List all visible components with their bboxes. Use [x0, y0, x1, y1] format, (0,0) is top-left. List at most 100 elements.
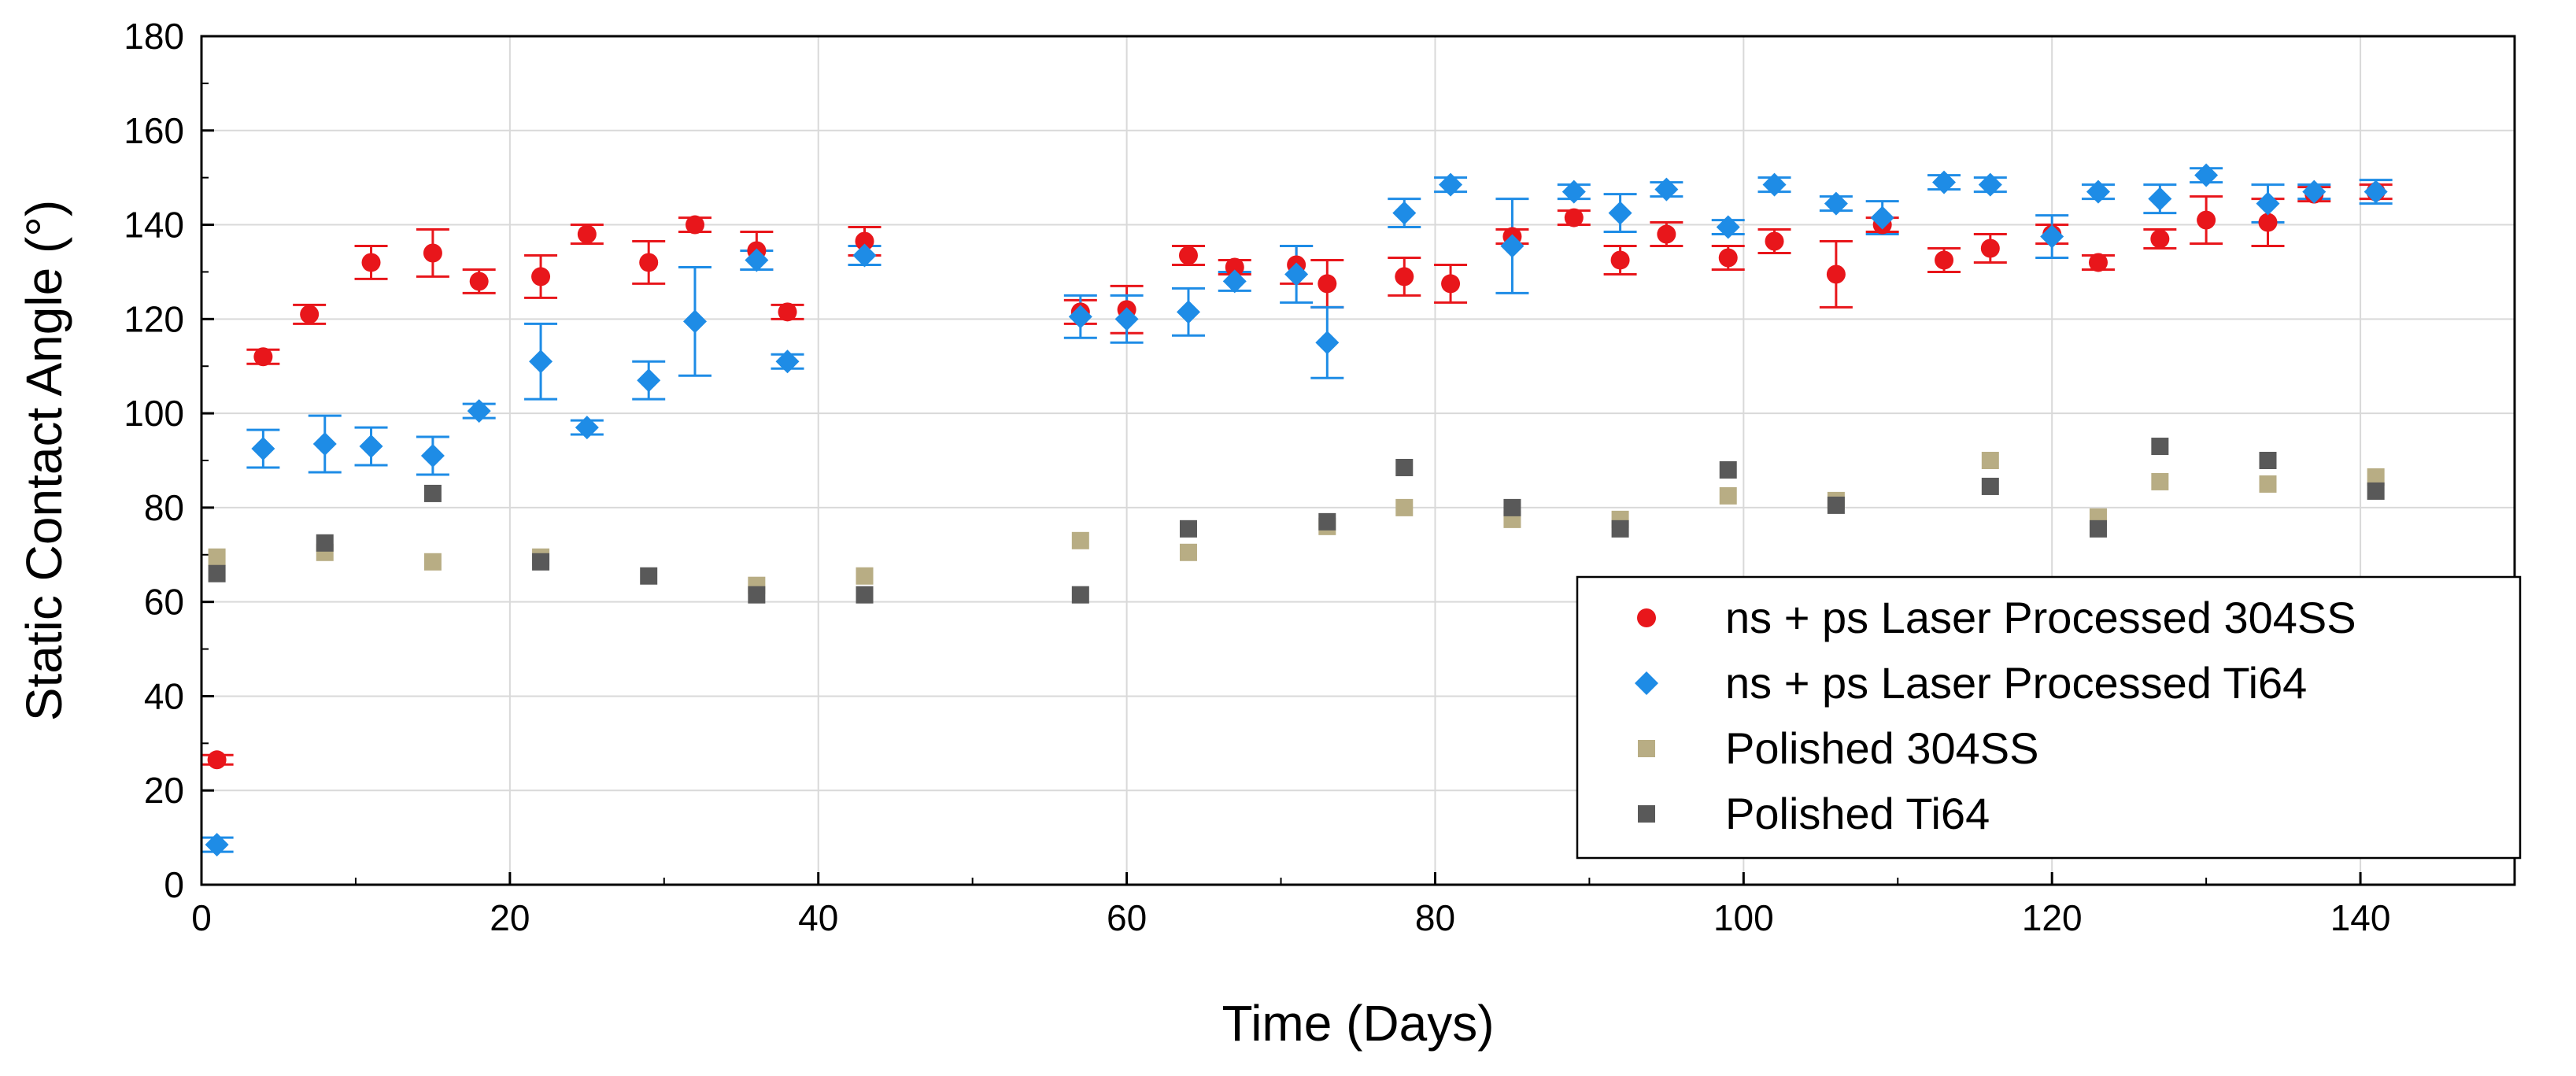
legend-marker-polished-ti64 [1638, 805, 1655, 823]
point-polished-ti64 [423, 484, 442, 502]
y-tick-label: 140 [124, 205, 184, 246]
point-ns-ps-laser-processed-ti64 [1870, 205, 1894, 230]
point-ns-ps-laser-processed-ti64 [1500, 234, 1525, 258]
legend-label: ns + ps Laser Processed Ti64 [1725, 658, 2307, 708]
point-ns-ps-laser-processed-ti64 [1284, 262, 1309, 287]
point-polished-ti64 [1827, 496, 1845, 514]
legend-marker-polished-304ss [1638, 740, 1655, 757]
point-polished-304ss [856, 567, 874, 585]
point-polished-304ss [1395, 498, 1414, 516]
legend-label: ns + ps Laser Processed 304SS [1725, 593, 2356, 642]
x-tick-label: 60 [1107, 897, 1147, 938]
y-axis-label: Static Contact Angle (°) [16, 200, 72, 721]
point-ns-ps-laser-processed-ti64 [1824, 191, 1848, 216]
point-polished-ti64 [1611, 520, 1629, 538]
point-ns-ps-laser-processed-ti64 [1932, 170, 1957, 194]
x-tick-label: 80 [1415, 897, 1455, 938]
point-ns-ps-laser-processed-ti64 [251, 437, 275, 461]
point-ns-ps-laser-processed-304ss [1225, 257, 1244, 277]
point-polished-ti64 [1179, 520, 1197, 538]
point-ns-ps-laser-processed-304ss [2150, 229, 2170, 249]
point-polished-ti64 [1503, 498, 1521, 516]
legend-label: Polished Ti64 [1725, 789, 1990, 838]
point-polished-ti64 [1981, 477, 1999, 495]
point-ns-ps-laser-processed-304ss [469, 272, 489, 291]
point-polished-ti64 [748, 586, 766, 604]
point-ns-ps-laser-processed-ti64 [682, 309, 707, 334]
point-ns-ps-laser-processed-ti64 [1114, 307, 1139, 331]
y-tick-label: 100 [124, 393, 184, 434]
point-ns-ps-laser-processed-304ss [423, 243, 442, 263]
point-ns-ps-laser-processed-ti64 [1716, 215, 1740, 239]
point-ns-ps-laser-processed-304ss [1935, 250, 1954, 270]
point-polished-304ss [2151, 472, 2169, 490]
point-ns-ps-laser-processed-304ss [253, 347, 273, 367]
point-ns-ps-laser-processed-ti64 [575, 416, 599, 440]
point-polished-ti64 [1719, 460, 1737, 479]
point-ns-ps-laser-processed-ti64 [1315, 331, 1340, 355]
point-polished-ti64 [856, 586, 874, 604]
plot-area-frame [200, 35, 2516, 886]
point-polished-ti64 [2367, 482, 2385, 500]
point-polished-ti64 [2151, 438, 2169, 456]
point-polished-304ss [2367, 468, 2385, 486]
point-ns-ps-laser-processed-304ss [577, 224, 597, 244]
point-ns-ps-laser-processed-304ss [1980, 238, 2000, 258]
point-ns-ps-laser-processed-ti64 [2148, 187, 2172, 211]
legend-item-ns-ps-laser-processed-ti64: ns + ps Laser Processed Ti64 [1635, 658, 2307, 708]
legend-marker-ns-ps-laser-processed-ti64 [1635, 671, 1658, 695]
point-ns-ps-laser-processed-304ss [778, 302, 797, 322]
point-ns-ps-laser-processed-ti64 [637, 368, 661, 393]
y-tick-label: 0 [164, 864, 184, 905]
y-tick-label: 120 [124, 298, 184, 339]
legend-item-ns-ps-laser-processed-304ss: ns + ps Laser Processed 304SS [1637, 593, 2356, 642]
point-ns-ps-laser-processed-ti64 [359, 434, 383, 459]
point-ns-ps-laser-processed-304ss [207, 750, 227, 770]
point-ns-ps-laser-processed-304ss [855, 231, 874, 251]
point-ns-ps-laser-processed-304ss [1657, 224, 1676, 244]
x-tick-label: 100 [1713, 897, 1774, 938]
legend-label: Polished 304SS [1725, 723, 2039, 773]
point-ns-ps-laser-processed-ti64 [529, 349, 553, 374]
point-ns-ps-laser-processed-304ss [1441, 274, 1461, 294]
point-ns-ps-laser-processed-ti64 [1439, 172, 1463, 197]
point-ns-ps-laser-processed-ti64 [745, 248, 769, 272]
y-tick-label: 180 [124, 16, 184, 57]
point-ns-ps-laser-processed-304ss [1765, 231, 1784, 251]
point-ns-ps-laser-processed-ti64 [2363, 179, 2388, 204]
x-tick-label: 20 [490, 897, 530, 938]
point-ns-ps-laser-processed-ti64 [1762, 172, 1787, 197]
point-ns-ps-laser-processed-ti64 [420, 444, 445, 468]
point-ns-ps-laser-processed-304ss [685, 215, 704, 235]
point-ns-ps-laser-processed-304ss [1395, 267, 1414, 287]
point-ns-ps-laser-processed-304ss [1826, 264, 1846, 284]
point-ns-ps-laser-processed-304ss [639, 253, 659, 272]
point-ns-ps-laser-processed-304ss [1610, 250, 1630, 270]
point-ns-ps-laser-processed-304ss [1564, 208, 1584, 227]
point-ns-ps-laser-processed-ti64 [1654, 177, 1679, 202]
point-ns-ps-laser-processed-ti64 [852, 243, 877, 268]
point-ns-ps-laser-processed-304ss [2088, 253, 2108, 272]
point-ns-ps-laser-processed-ti64 [1978, 172, 2002, 197]
point-ns-ps-laser-processed-304ss [1178, 246, 1198, 265]
point-ns-ps-laser-processed-ti64 [775, 349, 800, 374]
x-axis-label: Time (Days) [1221, 995, 1494, 1052]
point-ns-ps-laser-processed-304ss [1318, 274, 1337, 294]
point-ns-ps-laser-processed-304ss [2258, 213, 2278, 232]
point-polished-304ss [1071, 531, 1089, 549]
x-tick-label: 140 [2330, 897, 2391, 938]
point-ns-ps-laser-processed-ti64 [1608, 201, 1632, 225]
point-polished-ti64 [208, 564, 226, 582]
tick-labels: 0 20 40 60 80 100 120 140 0 20 40 60 80 100 120 140 160 1… [124, 16, 2390, 938]
point-ns-ps-laser-processed-304ss [300, 305, 320, 324]
point-polished-ti64 [532, 553, 550, 571]
point-ns-ps-laser-processed-ti64 [205, 833, 229, 857]
legend-box [1576, 575, 2522, 860]
x-tick-label: 40 [798, 897, 838, 938]
legend-marker-ns-ps-laser-processed-304ss [1637, 608, 1656, 627]
point-polished-ti64 [316, 534, 334, 552]
point-polished-304ss [1719, 486, 1737, 505]
point-ns-ps-laser-processed-304ss [2197, 210, 2216, 230]
point-polished-ti64 [2259, 452, 2277, 469]
point-polished-304ss [2259, 475, 2277, 493]
